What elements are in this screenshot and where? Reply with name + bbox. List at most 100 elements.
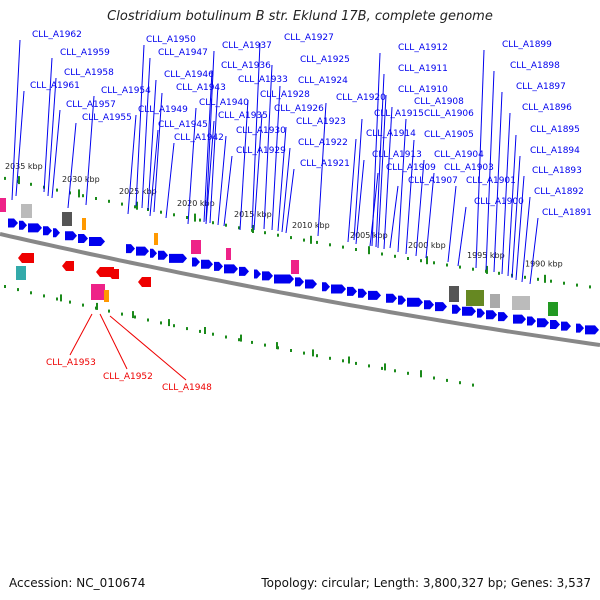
inner-tick-dot: [199, 329, 201, 333]
outer-tick-dot: [95, 197, 97, 200]
kbp-tick-label: 2020 kbp: [177, 199, 215, 208]
label-leader-line: [141, 57, 151, 209]
label-leader-line: [501, 112, 511, 275]
forward-gene-arrow: [498, 312, 508, 322]
outer-tick-dot: [121, 202, 123, 206]
inner-tick-dot: [56, 297, 58, 301]
outer-tick-dot: [264, 231, 266, 235]
inner-tick-dot: [173, 324, 175, 328]
major-tick: [426, 256, 428, 265]
inner-major-tick: [240, 334, 242, 342]
label-leader-line-reverse: [69, 313, 93, 356]
forward-gene-arrow: [486, 310, 497, 320]
forward-gene-arrow: [158, 250, 168, 260]
forward-gene-arrow: [224, 264, 238, 274]
label-leader-line: [511, 155, 521, 279]
gene-label: CLL_A1923: [296, 117, 346, 127]
label-leader-line: [493, 91, 503, 273]
gene-label: CLL_A1962: [32, 30, 82, 40]
inner-tick-dot: [30, 291, 32, 295]
gene-label: CLL_A1924: [298, 76, 348, 86]
label-leader-line-reverse: [109, 315, 187, 381]
feature-block: [16, 266, 26, 280]
feature-block: [548, 302, 558, 316]
feature-block: [82, 218, 86, 230]
gene-label: CLL_A1929: [236, 146, 286, 156]
gene-label: CLL_A1903: [444, 163, 494, 173]
forward-gene-arrow: [407, 297, 423, 307]
inner-tick-dot: [329, 356, 331, 360]
feature-block: [91, 284, 105, 300]
gene-label: CLL_A1908: [414, 97, 464, 107]
major-tick: [18, 176, 20, 185]
outer-tick-dot: [355, 248, 357, 251]
outer-tick-dot: [563, 281, 565, 285]
outer-tick-dot: [199, 218, 201, 222]
inner-tick-dot: [433, 376, 435, 380]
label-leader-line: [253, 113, 263, 231]
inner-tick-dot: [134, 315, 136, 319]
outer-tick-dot: [342, 245, 344, 249]
feature-block: [154, 233, 158, 245]
inner-major-tick: [132, 311, 134, 319]
gene-label: CLL_A1937: [222, 41, 272, 51]
forward-gene-arrow: [550, 320, 560, 329]
outer-tick-dot: [225, 223, 227, 227]
gene-label: CLL_A1895: [530, 125, 580, 135]
kbp-tick-label: 2030 kbp: [62, 175, 100, 184]
label-leader-line: [271, 85, 281, 231]
gene-label: CLL_A1915: [374, 109, 424, 119]
forward-gene-arrow: [452, 304, 461, 314]
gene-label: CLL_A1947: [158, 48, 208, 58]
feature-block: [21, 204, 32, 218]
gene-label: CLL_A1943: [176, 83, 226, 93]
outer-tick-dot: [173, 213, 175, 217]
forward-gene-arrow: [136, 246, 149, 256]
gene-label: CLL_A1896: [522, 103, 572, 113]
inner-tick-dot: [17, 288, 19, 292]
forward-gene-arrow: [89, 237, 105, 246]
feature-block: [0, 198, 6, 212]
accession-text: Accession: NC_010674: [9, 576, 146, 590]
gene-label: CLL_A1928: [260, 90, 310, 100]
outer-tick-dot: [459, 265, 461, 269]
outer-tick-dot: [433, 261, 435, 265]
outer-tick-dot: [82, 194, 84, 198]
outer-tick-dot: [134, 205, 136, 209]
inner-major-tick: [312, 349, 314, 357]
label-leader-line: [239, 99, 249, 231]
inner-tick-dot: [121, 312, 123, 316]
inner-tick-dot: [238, 338, 240, 342]
inner-tick-dot: [342, 359, 344, 363]
forward-gene-arrow: [43, 226, 52, 236]
forward-gene-arrow: [424, 300, 434, 310]
outer-tick-dot: [420, 259, 422, 263]
inner-tick-dot: [355, 361, 357, 365]
gene-label-reverse: CLL_A1948: [162, 383, 212, 393]
feature-block: [191, 240, 201, 254]
inner-tick-dot: [212, 332, 214, 336]
inner-tick-dot: [303, 351, 305, 355]
gene-label: CLL_A1904: [434, 150, 484, 160]
outer-tick-dot: [576, 283, 578, 287]
label-leader-line: [529, 217, 539, 285]
feature-block: [466, 290, 484, 306]
gene-label: CLL_A1961: [30, 81, 80, 91]
label-leader-line: [355, 159, 365, 245]
gene-label: CLL_A1910: [398, 85, 448, 95]
forward-gene-arrow: [201, 259, 213, 269]
inner-major-tick: [60, 294, 62, 302]
label-leader-line: [507, 134, 517, 277]
forward-gene-arrow: [274, 274, 294, 284]
inner-tick-dot: [459, 381, 461, 385]
label-leader-line: [223, 155, 233, 227]
label-leader-line: [347, 138, 357, 243]
outer-tick-dot: [472, 267, 474, 271]
label-leader-line: [375, 73, 385, 248]
gene-label: CLL_A1925: [300, 55, 350, 65]
gene-label: CLL_A1942: [174, 133, 224, 143]
gene-label: CLL_A1914: [366, 129, 416, 139]
gene-label: CLL_A1927: [284, 33, 334, 43]
gene-label: CLL_A1891: [542, 208, 592, 218]
